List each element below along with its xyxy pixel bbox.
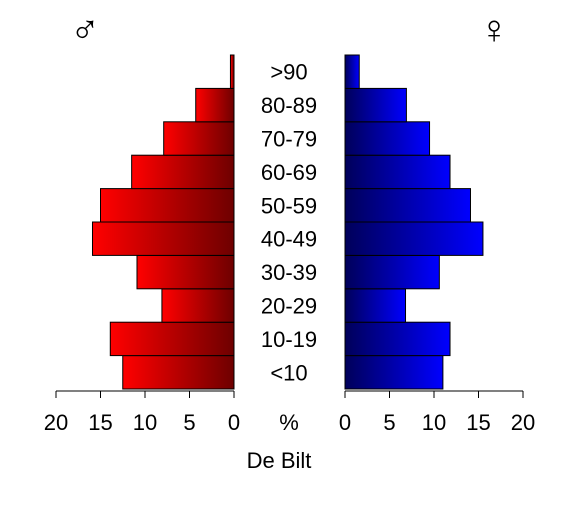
female-bar-70-79 [344, 121, 431, 156]
age-group-label: 10-19 [261, 327, 317, 352]
male-axis-tick-label: 15 [88, 410, 112, 435]
male-bar-70-79 [163, 121, 235, 156]
female-bar-60-69 [344, 154, 451, 190]
male-bar-80-89 [195, 87, 235, 123]
male-bar-30-39 [136, 254, 235, 290]
male-bar-40-49 [91, 221, 235, 256]
female-axis-tick-label: 10 [422, 410, 446, 435]
age-group-label: 20-29 [261, 294, 317, 319]
male-symbol: ♂ [70, 8, 100, 52]
female-bar-40-49 [344, 221, 484, 256]
age-group-label: 30-39 [261, 260, 317, 285]
age-group-label: 80-89 [261, 93, 317, 118]
center-unit-label: % [279, 410, 299, 435]
female-x-axis: 20 15 10 5 0 [339, 390, 535, 435]
age-group-label: 70-79 [261, 127, 317, 152]
male-axis-tick-label: 0 [228, 410, 240, 435]
female-bar-over-90 [344, 54, 360, 89]
female-axis-tick-label: 15 [466, 410, 490, 435]
male-bar-20-29 [161, 288, 235, 323]
female-bar-80-89 [344, 87, 407, 123]
male-bars [91, 54, 235, 390]
female-symbol: ♀ [479, 8, 509, 52]
female-bar-30-39 [344, 254, 440, 290]
age-group-label: <10 [270, 360, 307, 385]
female-bar-under-10 [344, 355, 444, 390]
age-group-label: 50-59 [261, 193, 317, 218]
male-bar-10-19 [109, 321, 235, 357]
female-axis-tick-label: 5 [383, 410, 395, 435]
male-bar-under-10 [122, 355, 235, 390]
male-axis-tick-label: 10 [133, 410, 157, 435]
male-axis-tick-label: 20 [44, 410, 68, 435]
age-group-labels: <10 10-19 20-29 30-39 40-49 50-59 60-69 70-79 80… [261, 60, 317, 386]
male-x-axis: 20 15 10 5 0 [44, 390, 240, 435]
male-axis-tick-label: 5 [183, 410, 195, 435]
female-bars [344, 54, 484, 390]
male-bar-60-69 [131, 154, 235, 190]
female-axis-tick-label: 20 [511, 410, 535, 435]
male-bar-over-90 [229, 54, 235, 89]
female-bar-20-29 [344, 288, 407, 323]
age-group-label: 40-49 [261, 227, 317, 252]
age-group-label: >90 [270, 60, 307, 85]
female-bar-10-19 [344, 321, 451, 357]
male-bar-50-59 [100, 188, 235, 223]
female-axis-tick-label: 0 [339, 410, 351, 435]
female-bar-50-59 [344, 188, 471, 223]
chart-title: De Bilt [247, 448, 312, 473]
age-group-label: 60-69 [261, 160, 317, 185]
